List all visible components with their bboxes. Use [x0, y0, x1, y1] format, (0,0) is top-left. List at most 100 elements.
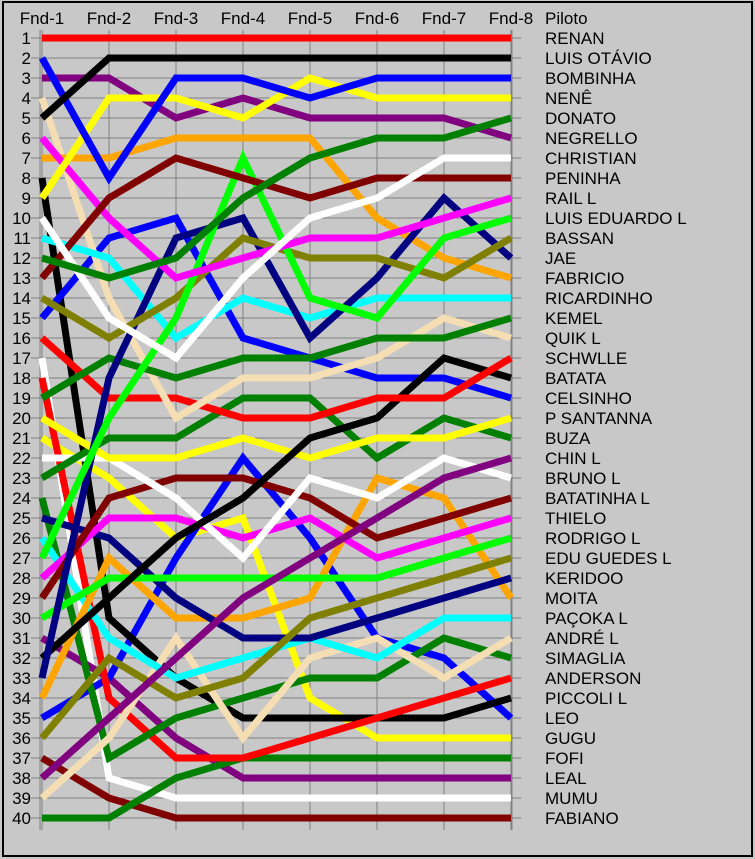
round-header-1: Fnd-1	[20, 9, 64, 28]
series-line-luis-otávio	[39, 54, 511, 121]
pilot-name: RODRIGO L	[545, 529, 640, 548]
series-line-edu-guedes-l	[39, 554, 513, 741]
series-line-leal	[40, 634, 511, 782]
series-line-quik-l	[38, 96, 513, 423]
pilot-name: FOFI	[545, 749, 584, 768]
pilot-name: BUZA	[545, 429, 591, 448]
position-label: 1	[22, 29, 31, 48]
pilot-name: SIMAGLIA	[545, 649, 626, 668]
series-line-negrello	[42, 74, 513, 142]
position-label: 4	[22, 89, 31, 108]
position-label: 31	[12, 629, 31, 648]
position-label: 8	[22, 169, 31, 188]
pilot-name: LUIS EDUARDO L	[545, 209, 687, 228]
position-label: 23	[12, 469, 31, 488]
pilot-name: PICCOLI L	[545, 689, 627, 708]
pilot-name: THIELO	[545, 509, 606, 528]
position-label: 22	[12, 449, 31, 468]
pilot-name: BASSAN	[545, 229, 614, 248]
series-line-fabiano	[40, 754, 511, 822]
position-label: 13	[12, 269, 31, 288]
series-line-layer	[38, 34, 514, 822]
pilot-name: SCHWLLE	[545, 349, 627, 368]
round-header-7: Fnd-7	[422, 9, 466, 28]
position-label: 34	[12, 689, 31, 708]
position-label: 20	[12, 409, 31, 428]
series-line-andré-l	[39, 631, 513, 801]
round-header-5: Fnd-5	[288, 9, 332, 28]
position-label: 16	[12, 329, 31, 348]
position-label: 18	[12, 369, 31, 388]
series-line-nenê	[39, 74, 511, 200]
position-label: 17	[12, 349, 31, 368]
position-label: 30	[12, 609, 31, 628]
position-label: 35	[12, 709, 31, 728]
position-label: 10	[12, 209, 31, 228]
position-label: 21	[12, 429, 31, 448]
round-header-4: Fnd-4	[221, 9, 265, 28]
round-header-3: Fnd-3	[154, 9, 198, 28]
series-line-batata	[39, 354, 513, 661]
series-line-bombinha	[38, 56, 511, 185]
pilot-name: QUIK L	[545, 329, 601, 348]
pilot-name: LEO	[545, 709, 579, 728]
round-header-2: Fnd-2	[87, 9, 131, 28]
series-line-thielo	[39, 514, 513, 581]
position-label: 3	[22, 69, 31, 88]
position-label: 19	[12, 389, 31, 408]
position-label: 27	[12, 549, 31, 568]
series-line-simaglia	[38, 497, 513, 764]
series-line-buza	[40, 394, 513, 482]
position-label: 29	[12, 589, 31, 608]
pilot-name: BRUNO L	[545, 469, 621, 488]
position-label: 24	[12, 489, 31, 508]
position-label: 12	[12, 249, 31, 268]
pilot-name: EDU GUEDES L	[545, 549, 672, 568]
position-label: 11	[13, 229, 31, 248]
pilot-name: MOITA	[545, 589, 598, 608]
series-line-leo	[40, 452, 514, 722]
position-label: 38	[12, 769, 31, 788]
pilots-column-header: Piloto	[545, 9, 588, 28]
position-label: 36	[12, 729, 31, 748]
position-label: 14	[12, 289, 31, 308]
pilot-name: ANDRÉ L	[545, 629, 619, 648]
position-label: 15	[12, 309, 31, 328]
pilot-name: BOMBINHA	[545, 69, 636, 88]
position-label: 32	[12, 649, 31, 668]
position-label: 28	[12, 569, 31, 588]
pilot-name: FABRICIO	[545, 269, 624, 288]
position-label: 6	[22, 129, 31, 148]
pilot-name: BATATA	[545, 369, 607, 388]
series-line-batatinha-l	[39, 474, 513, 600]
series-line-celsinho	[39, 213, 513, 402]
series-line-chin-l	[39, 454, 513, 781]
series-line-fofi	[42, 754, 511, 822]
series-line-mumu	[38, 357, 511, 802]
pilot-name: CHIN L	[545, 449, 601, 468]
series-line-donato	[40, 114, 513, 282]
position-label: 37	[12, 749, 31, 768]
pilot-name: KEMEL	[545, 309, 603, 328]
position-label: 26	[12, 529, 31, 548]
pilot-name: FABIANO	[545, 809, 619, 828]
label-layer: Piloto Fnd-1 Fnd-2 Fnd-3 Fnd-4 Fnd-5 Fnd-6 Fnd…	[12, 9, 687, 828]
series-line-luis-eduardo-l	[38, 149, 513, 560]
pilot-name: LEAL	[545, 769, 587, 788]
series-line-moita	[38, 473, 514, 700]
series-line-peninha	[39, 154, 511, 281]
pilot-name: MUMU	[545, 789, 598, 808]
pilot-name: NENÊ	[545, 89, 592, 108]
position-label: 5	[22, 109, 31, 128]
series-line-p-santanna	[40, 414, 513, 462]
pilot-name: PAÇOKA L	[545, 609, 628, 628]
position-label: 40	[12, 809, 31, 828]
pilot-name: CELSINHO	[545, 389, 632, 408]
position-label: 9	[22, 189, 31, 208]
pilot-name: PENINHA	[545, 169, 621, 188]
round-header-6: Fnd-6	[355, 9, 399, 28]
pilot-name: P SANTANNA	[545, 409, 653, 428]
